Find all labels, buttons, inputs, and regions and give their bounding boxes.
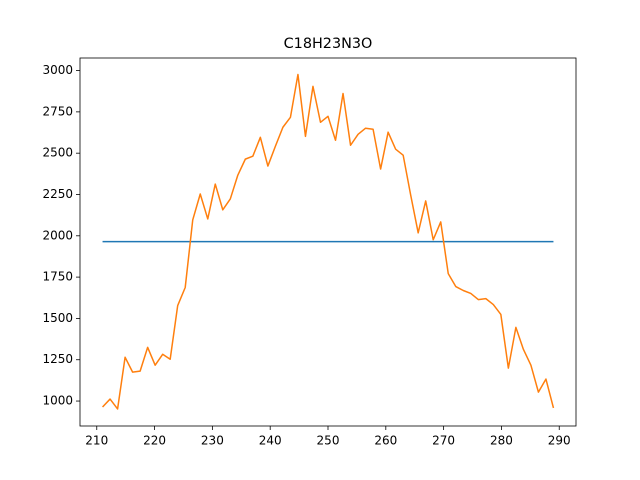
y-tick-label: 2750 xyxy=(42,104,73,118)
y-tick-label: 3000 xyxy=(42,63,73,77)
x-tick-label: 210 xyxy=(85,434,108,448)
x-tick-label: 250 xyxy=(317,434,340,448)
x-tick-label: 240 xyxy=(259,434,282,448)
y-tick-label: 1250 xyxy=(42,352,73,366)
plot-frame xyxy=(79,57,577,427)
y-tick-label: 2500 xyxy=(42,146,73,160)
data-line xyxy=(102,73,555,410)
x-tick-label: 290 xyxy=(548,434,571,448)
y-tick-label: 1500 xyxy=(42,311,73,325)
y-tick-label: 2250 xyxy=(42,187,73,201)
x-tick-label: 230 xyxy=(201,434,224,448)
x-tick-label: 220 xyxy=(143,434,166,448)
chart-title: C18H23N3O xyxy=(284,36,373,52)
y-tick-label: 1750 xyxy=(42,270,73,284)
x-tick-label: 270 xyxy=(432,434,455,448)
y-tick-label: 1000 xyxy=(42,394,73,408)
y-tick-label: 2000 xyxy=(42,228,73,242)
x-tick-label: 260 xyxy=(374,434,397,448)
x-tick-label: 280 xyxy=(490,434,513,448)
